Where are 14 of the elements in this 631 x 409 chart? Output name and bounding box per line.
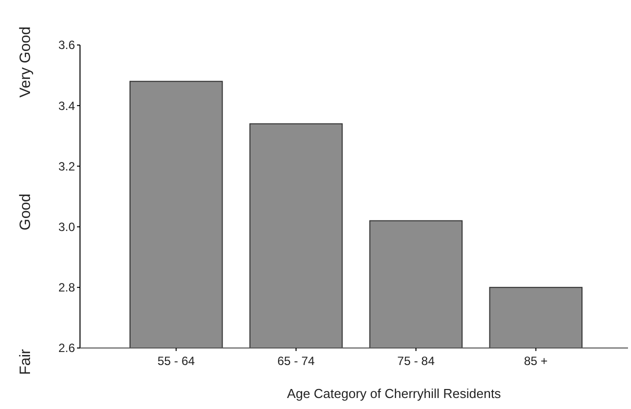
y-tick-label: 3.4 (58, 98, 76, 113)
text: Good (17, 194, 34, 230)
x-tick-label: 85 + (524, 354, 548, 368)
x-tick-label: 55 - 64 (157, 354, 196, 368)
x-axis-title: Age Category of Cherryhill Residents (287, 386, 502, 401)
y-tick-label: 3.6 (58, 38, 76, 52)
x-tick-label: 75 - 84 (397, 354, 435, 368)
text: Fair (17, 349, 34, 375)
y-tick-label: 3.2 (58, 159, 76, 174)
text: Very Good (17, 26, 34, 98)
y-tick-label: 2.6 (58, 341, 76, 356)
x-tick-label: 65 - 74 (277, 354, 316, 368)
y-tick-label: 3.0 (58, 220, 76, 234)
y-tick-label: 2.8 (58, 280, 76, 295)
